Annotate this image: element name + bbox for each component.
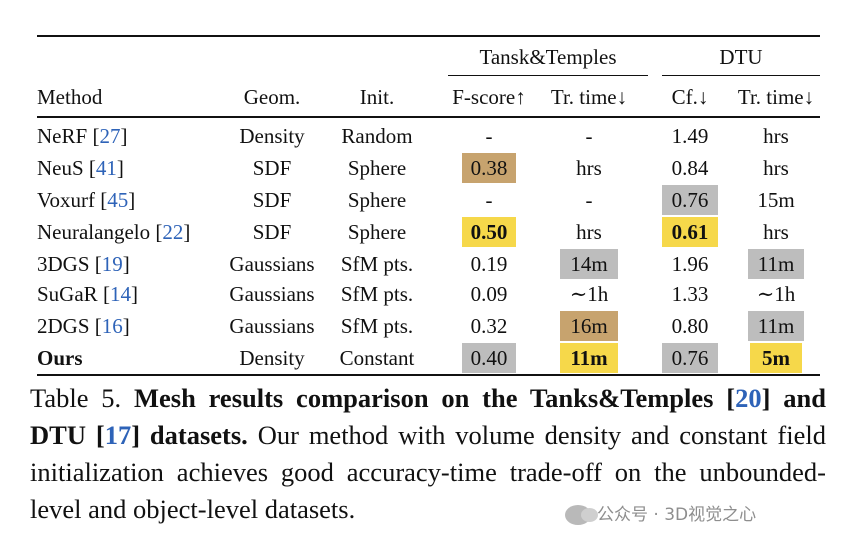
table-row-method: Neuralangelo [22] (37, 220, 191, 244)
table-cell-init: SfM pts. (340, 282, 414, 306)
table-caption: Table 5. Mesh results comparison on the … (30, 383, 826, 524)
table-cell-tt-time: 16m (570, 314, 608, 338)
table-cell-init: Sphere (347, 220, 407, 244)
table-top-rule (37, 35, 820, 37)
tt-group-rule (448, 75, 648, 76)
table-cell-tt-time: 11m (570, 346, 608, 370)
table-cell-cf: 0.76 (671, 346, 709, 370)
table-cell-cf: 0.84 (671, 156, 709, 180)
table-cell-init: Constant (339, 346, 415, 370)
highlight-neuralangelo-cf (662, 217, 718, 247)
table-cell-fscore: 0.19 (470, 252, 508, 276)
table-row-method-ours: Ours (37, 346, 83, 370)
col-header-geom: Geom. (243, 85, 301, 109)
table-cell-tt-time: - (585, 188, 593, 212)
table-cell-dtu-time: hrs (763, 124, 789, 148)
table-cell-cf: 0.80 (671, 314, 709, 338)
table-cell-init: SfM pts. (340, 252, 414, 276)
table-cell-cf: 1.49 (671, 124, 709, 148)
table-cell-fscore: 0.38 (470, 156, 508, 180)
table-cell-dtu-time: 15m (757, 188, 795, 212)
table-row-method: NeuS [41] (37, 156, 124, 180)
table-cell-cf: 0.61 (671, 220, 709, 244)
table-cell-tt-time: - (585, 124, 593, 148)
table-cell-init: Sphere (347, 156, 407, 180)
table-cell-tt-time: 14m (570, 252, 608, 276)
table-cell-cf: 1.33 (671, 282, 709, 306)
table-cell-geom: SDF (252, 156, 292, 180)
col-header-dtu-time: Tr. time↓ (737, 85, 815, 109)
watermark: 公众号 · 3D视觉之心 (565, 500, 756, 530)
table-bottom-rule (37, 374, 820, 376)
table-cell-tt-time: hrs (576, 220, 602, 244)
col-header-tt-time: Tr. time↓ (550, 85, 628, 109)
table-cell-fscore: 0.40 (470, 346, 508, 370)
dtu-group-rule (662, 75, 820, 76)
table-cell-init: SfM pts. (340, 314, 414, 338)
table-cell-geom: Gaussians (229, 314, 315, 338)
highlight-2dgs-dtu-time (748, 311, 804, 341)
table-cell-fscore: 0.09 (470, 282, 508, 306)
highlight-neus-fscore (462, 153, 516, 183)
table-cell-fscore: - (485, 124, 493, 148)
highlight-ours-tt-time (560, 343, 618, 373)
highlight-voxurf-cf (662, 185, 718, 215)
table-row-method: 3DGS [19] (37, 252, 130, 276)
table-cell-dtu-time: ∼1h (756, 282, 796, 306)
highlight-neuralangelo-fscore (462, 217, 516, 247)
highlight-ours-dtu-time (750, 343, 802, 373)
header-rule (37, 116, 820, 118)
highlight-3dgs-tt-time (560, 249, 618, 279)
table-row-method: Voxurf [45] (37, 188, 136, 212)
group-header-dtu: DTU (719, 45, 763, 69)
table-cell-tt-time: hrs (576, 156, 602, 180)
table-cell-fscore: 0.50 (470, 220, 508, 244)
table-cell-tt-time: ∼1h (569, 282, 609, 306)
table-cell-dtu-time: 5m (762, 346, 790, 370)
col-header-init: Init. (359, 85, 395, 109)
table-cell-geom: Gaussians (229, 252, 315, 276)
table-cell-geom: Density (239, 346, 305, 370)
watermark-text: 公众号 · 3D视觉之心 (597, 505, 757, 525)
highlight-ours-cf (662, 343, 718, 373)
col-header-fscore: F-score↑ (452, 85, 526, 109)
table-cell-dtu-time: 11m (757, 252, 795, 276)
table-cell-geom: Density (239, 124, 305, 148)
table-cell-cf: 1.96 (671, 252, 709, 276)
table-cell-dtu-time: hrs (763, 220, 789, 244)
table-cell-geom: Gaussians (229, 282, 315, 306)
group-header-tt: Tansk&Temples (479, 45, 617, 69)
caption-label: Table 5. (30, 383, 122, 413)
table-row-method: 2DGS [16] (37, 314, 130, 338)
table-row-method: NeRF [27] (37, 124, 128, 148)
table-cell-fscore: - (485, 188, 493, 212)
table-cell-geom: SDF (252, 220, 292, 244)
table-cell-init: Random (341, 124, 413, 148)
table-row-method: SuGaR [14] (37, 282, 138, 306)
highlight-2dgs-tt-time (560, 311, 618, 341)
col-header-method: Method (37, 85, 103, 109)
table-cell-dtu-time: hrs (763, 156, 789, 180)
table-cell-cf: 0.76 (671, 188, 709, 212)
wechat-icon (565, 505, 598, 525)
highlight-3dgs-dtu-time (748, 249, 804, 279)
table-cell-init: Sphere (347, 188, 407, 212)
table-cell-fscore: 0.32 (470, 314, 508, 338)
table-cell-geom: SDF (252, 188, 292, 212)
col-header-cf: Cf.↓ (671, 85, 709, 109)
highlight-ours-fscore (462, 343, 516, 373)
table-cell-dtu-time: 11m (757, 314, 795, 338)
